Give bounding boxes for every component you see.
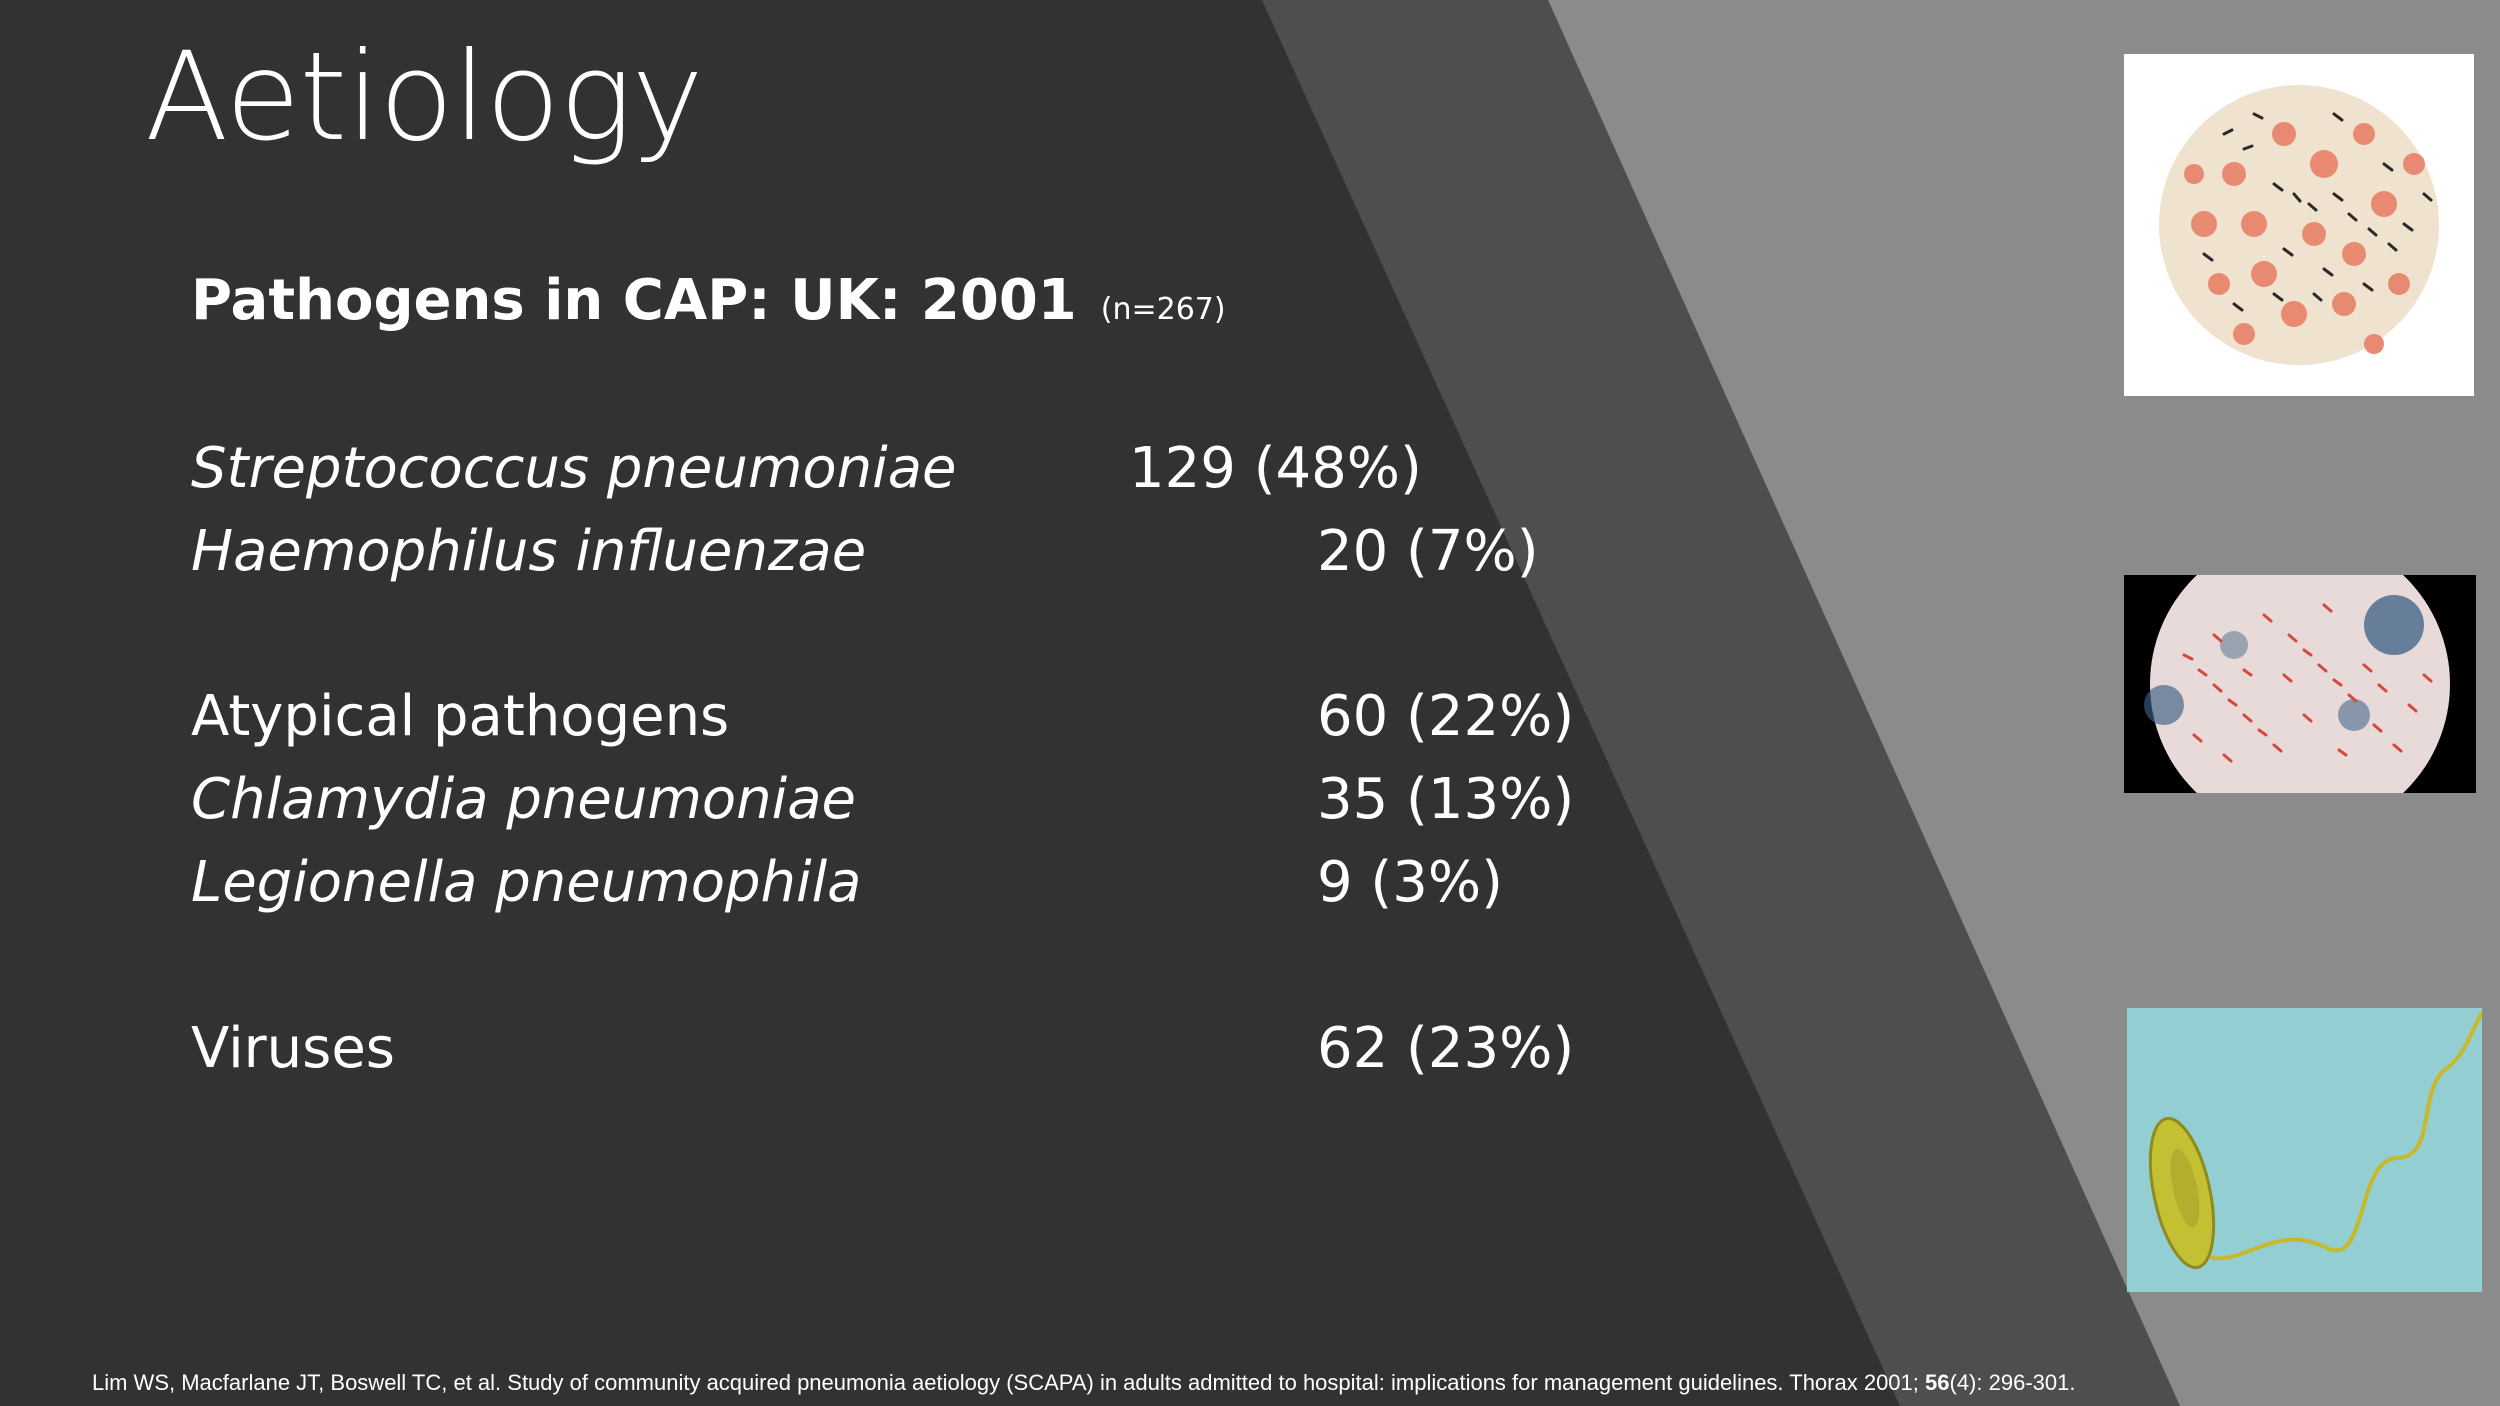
electron-micrograph-legionella-icon <box>2127 1008 2482 1292</box>
pathogen-value: 62 (23%) <box>1317 1016 1575 1081</box>
pathogen-value: 35 (13%) <box>1317 767 1575 832</box>
pathogen-value: 20 (7%) <box>1317 519 1539 584</box>
slide-title: Aetiology <box>145 26 704 168</box>
micrograph-gram-negative-rods-icon <box>2124 575 2476 793</box>
pathogen-label: Viruses <box>191 1016 395 1081</box>
pathogen-label: Streptococcus pneumoniae <box>191 436 957 501</box>
pathogen-label: Legionella pneumophila <box>191 850 862 915</box>
pathogen-label: Chlamydia pneumoniae <box>191 767 856 832</box>
slide-subtitle: Pathogens in CAP: UK: 2001 (n=267) <box>191 268 1226 333</box>
citation-text: Lim WS, Macfarlane JT, Boswell TC, et al… <box>92 1370 1926 1395</box>
subtitle-text: Pathogens in CAP: UK: 2001 <box>191 268 1077 333</box>
pathogen-label: Haemophilus influenzae <box>191 519 867 584</box>
pathogen-value: 129 (48%) <box>1129 436 1422 501</box>
pathogen-value: 9 (3%) <box>1317 850 1503 915</box>
pathogen-value: 60 (22%) <box>1317 684 1575 749</box>
micrograph-gram-stain-diplococci-icon <box>2124 54 2474 396</box>
citation-footnote: Lim WS, Macfarlane JT, Boswell TC, et al… <box>92 1370 2075 1396</box>
sample-size: (n=267) <box>1100 292 1226 327</box>
citation-pages: (4): 296-301. <box>1949 1370 2076 1395</box>
pathogen-label: Atypical pathogens <box>191 684 730 749</box>
citation-volume: 56 <box>1925 1370 1950 1395</box>
